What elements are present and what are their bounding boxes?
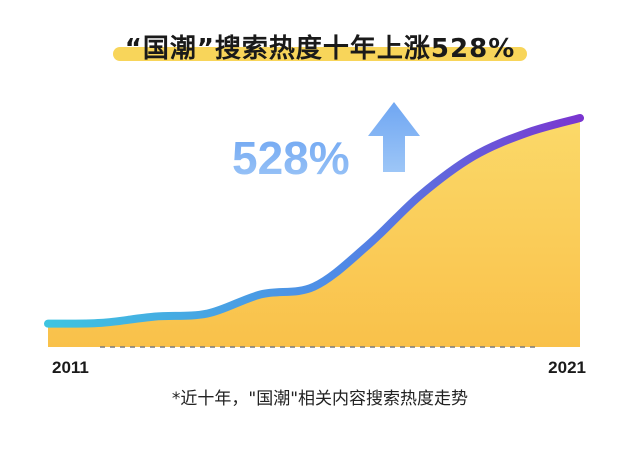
growth-annotation: 528% (232, 132, 350, 184)
x-tick-label-end: 2021 (548, 358, 586, 377)
x-tick-label-start: 2011 (52, 358, 89, 377)
chart-title: “国潮”搜索热度十年上涨528% (124, 34, 516, 64)
chart-title-wrap: “国潮”搜索热度十年上涨528% (0, 28, 640, 65)
plot-area: 2011 2021 528% (44, 102, 586, 377)
title-highlight: “国潮”搜索热度十年上涨528% (109, 28, 532, 65)
chart-footnote: *近十年，"国潮"相关内容搜索热度走势 (171, 389, 469, 409)
up-arrow-icon (368, 102, 420, 172)
series-line (44, 114, 584, 328)
